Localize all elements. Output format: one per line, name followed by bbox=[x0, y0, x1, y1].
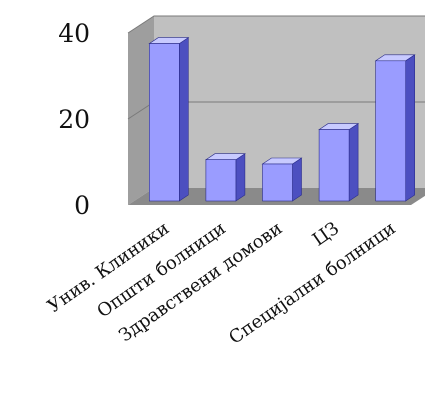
y-tick-label: 40 bbox=[58, 19, 90, 48]
bar-side-1 bbox=[235, 153, 246, 202]
bars bbox=[148, 37, 416, 202]
bar-0 bbox=[149, 43, 180, 202]
bar-side-4 bbox=[405, 54, 416, 202]
x-tick-label: ЦЗ bbox=[309, 218, 343, 251]
bar-4 bbox=[375, 60, 407, 202]
y-tick-label: 20 bbox=[58, 105, 90, 134]
bar-3 bbox=[318, 129, 350, 202]
y-axis: 0 20 40 bbox=[58, 19, 90, 220]
bar-side-2 bbox=[292, 157, 302, 202]
bar-side-0 bbox=[179, 37, 189, 202]
bar-1 bbox=[205, 159, 237, 202]
bar-side-3 bbox=[348, 123, 359, 202]
bar-2 bbox=[262, 163, 293, 202]
gridline-40 bbox=[127, 15, 425, 34]
y-tick-label: 0 bbox=[74, 191, 90, 220]
